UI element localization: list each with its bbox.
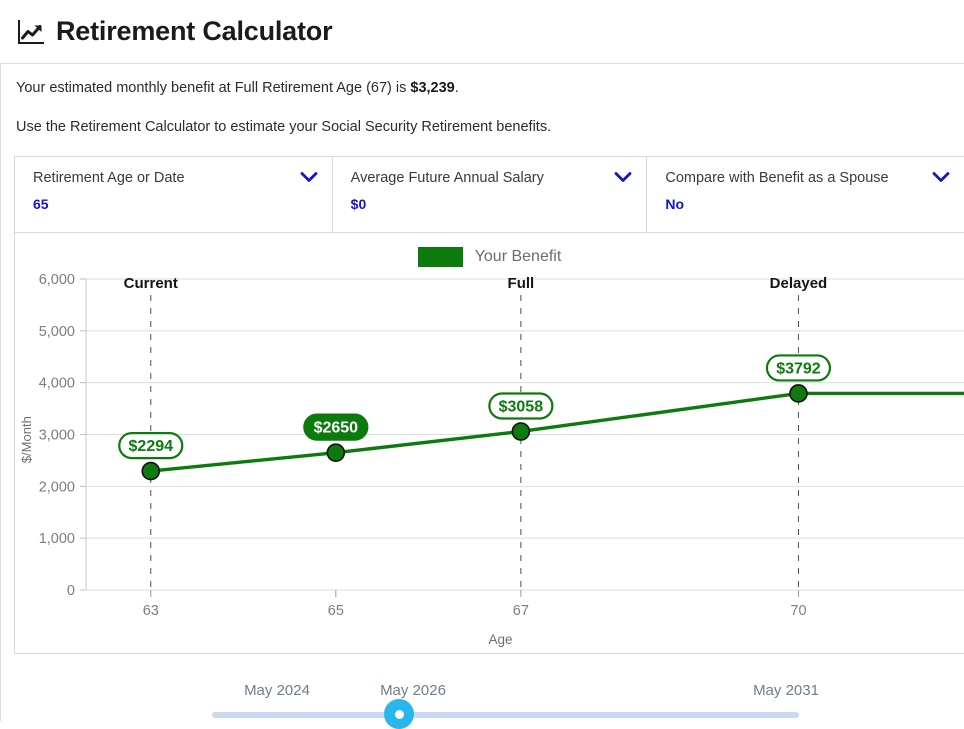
data-point-marker[interactable]: [326, 443, 346, 462]
pill-label: $3058: [499, 398, 544, 415]
date-slider-handle[interactable]: [384, 699, 414, 729]
y-tick-label: 1,000: [39, 531, 75, 547]
selector-value: 65: [33, 195, 49, 212]
y-axis-title: $/Month: [19, 416, 34, 463]
selector-label: Compare with Benefit as a Spouse: [665, 170, 889, 186]
pill-label: $2294: [129, 438, 174, 455]
estimated-benefit-suffix: .: [454, 80, 459, 96]
pill-label: $2650: [314, 420, 359, 437]
page-title: Retirement Calculator: [56, 16, 333, 46]
y-tick-label: 2,000: [39, 479, 75, 495]
annotation-label: Current: [124, 275, 178, 292]
estimated-benefit-prefix: Your estimated monthly benefit at Full R…: [16, 80, 411, 96]
slider-tick-label-current: May 2026: [380, 682, 446, 699]
annotation-label: Delayed: [770, 275, 828, 292]
selector-compare-with-spouse-benefit[interactable]: Compare with Benefit as a Spouse No: [647, 157, 964, 232]
data-point-value-pill: $3058: [488, 392, 554, 420]
x-tick-label: 67: [513, 603, 529, 619]
y-tick-label: 5,000: [39, 324, 75, 340]
benefit-line: [150, 391, 964, 473]
date-slider-track[interactable]: [212, 712, 799, 718]
benefit-chart: Your Benefit 0 1,000 2,000 3,000 4,000 5,000 6…: [15, 233, 964, 653]
x-axis-title: Age: [488, 632, 512, 647]
pill-background: [765, 354, 832, 382]
annotation-label: Full: [508, 275, 535, 292]
estimated-benefit-amount: $3,239: [410, 80, 455, 96]
selector-average-future-annual-salary[interactable]: Average Future Annual Salary $0: [333, 157, 648, 232]
selector-value: No: [665, 195, 685, 212]
selector-retirement-age-or-date[interactable]: Retirement Age or Date 65: [15, 157, 333, 232]
x-tick-label: 63: [143, 603, 159, 619]
data-point-marker[interactable]: [789, 384, 808, 403]
pill-background: [118, 431, 184, 460]
date-slider-section: May 2024 May 2026 May 2031: [14, 662, 964, 721]
intro-block: Your estimated monthly benefit at Full R…: [0, 64, 964, 137]
y-tick-label: 3,000: [39, 428, 75, 444]
x-tick-label: 65: [328, 603, 344, 619]
line-chart-up-icon: [18, 19, 44, 44]
app-header: Retirement Calculator: [0, 0, 964, 64]
y-tick-label: 6,000: [39, 272, 75, 288]
selector-label: Retirement Age or Date: [33, 170, 185, 186]
pill-label: $3792: [776, 360, 821, 377]
slider-tick-label-end: May 2031: [753, 682, 819, 699]
selector-label: Average Future Annual Salary: [350, 170, 544, 186]
slider-tick-label-start: May 2024: [244, 682, 310, 699]
x-tick-label: 70: [790, 603, 806, 619]
pill-background: [303, 413, 369, 441]
y-tick-label: 4,000: [39, 376, 75, 392]
y-tick-label: 0: [67, 583, 75, 599]
chevron-down-icon[interactable]: [614, 171, 632, 183]
calculator-panel: Retirement Age or Date 65 Average Future…: [14, 156, 964, 654]
data-point-value-pill: $3792: [765, 354, 832, 382]
data-point-value-pill: $2294: [118, 431, 184, 460]
pill-background: [488, 392, 554, 420]
calculator-description: Use the Retirement Calculator to estimat…: [16, 119, 552, 136]
selector-value: $0: [350, 195, 367, 212]
data-point-value-pill: $2650: [303, 413, 369, 441]
chevron-down-icon[interactable]: [932, 171, 950, 183]
estimated-benefit-sentence: Your estimated monthly benefit at Full R…: [16, 80, 948, 97]
data-point-marker[interactable]: [141, 461, 161, 481]
data-point-marker[interactable]: [511, 422, 531, 441]
selector-row: Retirement Age or Date 65 Average Future…: [15, 157, 964, 233]
chevron-down-icon[interactable]: [300, 171, 318, 183]
date-slider-handle-dot: [394, 709, 404, 719]
chart-svg: 0 1,000 2,000 3,000 4,000 5,000 6,000 $/Month 63…: [19, 272, 964, 647]
page-left-border: [0, 64, 1, 721]
